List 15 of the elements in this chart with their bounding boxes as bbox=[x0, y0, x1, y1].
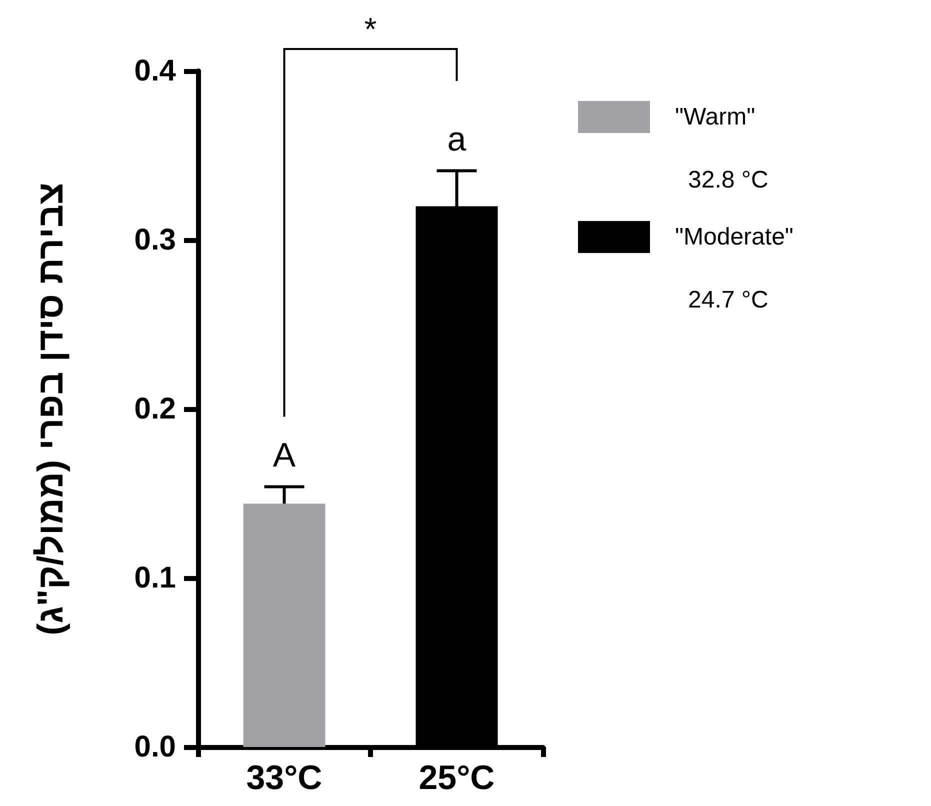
x-tick-label: 25°C bbox=[418, 759, 495, 797]
legend-label: "Warm" bbox=[675, 104, 756, 130]
y-tick-label: 0.0 bbox=[134, 730, 176, 764]
y-tick-label: 0.1 bbox=[134, 562, 176, 594]
text: 32.8 °C bbox=[688, 166, 768, 194]
legend-label: "Moderate" bbox=[675, 224, 794, 250]
text: 24.7 °C bbox=[688, 286, 768, 314]
annotation: A bbox=[272, 436, 296, 475]
y-tick-label: 0.2 bbox=[134, 392, 176, 426]
y-tick-label: 0.4 bbox=[134, 54, 176, 88]
y-tick-label: 0.3 bbox=[134, 224, 176, 256]
y-axis-title: צבירת סידן בפרי (ממול/ק"ג) bbox=[30, 182, 70, 636]
text: * bbox=[364, 11, 377, 47]
annotation: a bbox=[447, 120, 466, 159]
x-tick-label: 33°C bbox=[246, 759, 322, 797]
